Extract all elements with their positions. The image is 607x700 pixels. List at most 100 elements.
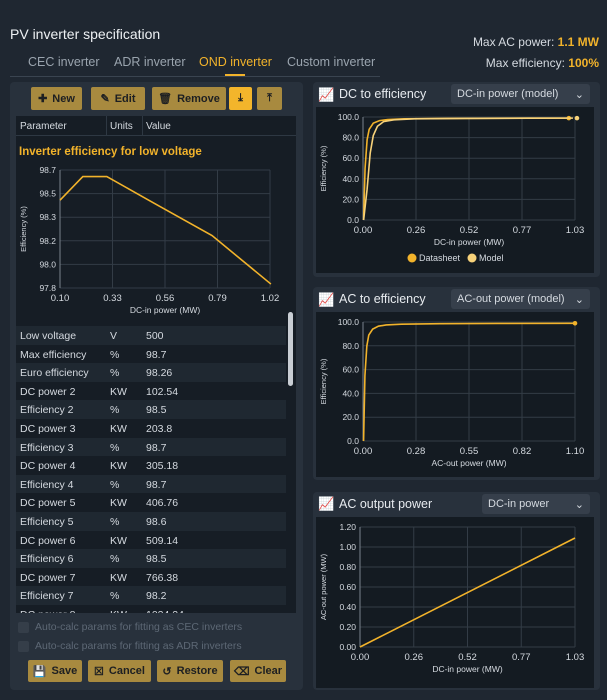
- adr-fit-checkbox[interactable]: [18, 641, 29, 652]
- y-tick-label: 40.0: [342, 388, 359, 398]
- cell-units: %: [110, 478, 120, 491]
- column-header-parameter: Parameter: [20, 121, 67, 132]
- table-row[interactable]: DC power 6 KW 509.14: [16, 530, 286, 550]
- download-button[interactable]: ⤓: [229, 87, 252, 110]
- chart-icon: 📈: [318, 87, 335, 102]
- y-tick-label: 0.00: [339, 642, 356, 652]
- legend-marker: [407, 253, 417, 263]
- y-tick-label: 20.0: [342, 412, 359, 422]
- x-tick-label: 1.02: [261, 293, 280, 304]
- cell-parameter: DC power 3: [20, 423, 76, 435]
- x-tick-label: 0.77: [512, 652, 531, 663]
- cell-parameter: DC power 6: [20, 534, 76, 547]
- dc-efficiency-chart: 0.00 0.26 0.52 0.77 1.03 0.0 20.0 40.0 60.0 80.0 1…: [319, 112, 584, 263]
- table-row[interactable]: Efficiency 6% 98.5: [16, 549, 286, 568]
- cell-value: 766.38: [146, 571, 179, 584]
- table-row[interactable]: Efficiency 2% 98.5: [16, 400, 286, 419]
- plot-background: [316, 107, 594, 273]
- save-icon: 💾: [32, 665, 47, 678]
- y-tick-label: 1.20: [339, 522, 356, 532]
- column-header-value: Value: [146, 121, 171, 132]
- cell-value: 305.18: [146, 460, 179, 473]
- save-button[interactable]: 💾 Save: [28, 660, 82, 682]
- y-tick-label: 80.0: [342, 341, 359, 351]
- table-row[interactable]: Efficiency 3% 98.7: [16, 437, 286, 457]
- new-button[interactable]: ✚ New: [31, 87, 82, 110]
- clear-button[interactable]: ⌫ Clear: [230, 660, 286, 682]
- series-end-marker: [572, 321, 578, 326]
- table-row[interactable]: Euro efficiency% 98.26: [16, 363, 286, 382]
- y-axis-label: Efficiency (%): [19, 206, 28, 252]
- table-row[interactable]: DC power 4 KW 305.18: [16, 456, 286, 475]
- series-line-efficiency: [59, 175, 272, 285]
- table-row[interactable]: Efficiency 4% 98.7: [16, 474, 286, 494]
- restore-button[interactable]: ↺ Restore: [157, 660, 223, 682]
- x-tick-label: 0.00: [354, 225, 373, 236]
- x-tick-label: 0.52: [460, 225, 479, 236]
- download-icon: ⤓: [238, 92, 243, 104]
- edit-label: Edit: [114, 92, 136, 105]
- y-tick-label: 98.7: [39, 165, 56, 175]
- cell-units: KW: [110, 534, 127, 547]
- cell-parameter: Efficiency 7: [20, 590, 74, 603]
- select-value: DC-in power (model): [457, 88, 559, 100]
- cell-units: KW: [110, 460, 127, 473]
- series-line-datasheet: [362, 117, 569, 221]
- plot-background: [316, 312, 594, 477]
- cell-value: 1024.24: [146, 609, 184, 613]
- table-scrollbar[interactable]: [288, 312, 293, 386]
- tab-adr-inverter[interactable]: ADR inverter: [114, 55, 186, 69]
- table-row[interactable]: DC power 5 KW 406.76: [16, 493, 286, 512]
- upload-button[interactable]: ⤒: [257, 87, 282, 110]
- cell-value: 98.7: [146, 441, 167, 454]
- y-tick-label: 60.0: [342, 365, 359, 375]
- cell-value: 98.7: [146, 348, 167, 361]
- tab-cec-inverter[interactable]: CEC inverter: [28, 55, 100, 69]
- column-divider: [142, 116, 143, 136]
- save-label: Save: [51, 665, 78, 677]
- y-tick-label: 80.0: [342, 133, 359, 143]
- x-tick-label: 1.10: [566, 446, 585, 457]
- plot-background: [316, 517, 594, 688]
- column-divider: [106, 116, 107, 136]
- x-tick-label: 0.26: [405, 652, 424, 663]
- x-tick-label: 0.82: [513, 446, 532, 457]
- tab-divider: [10, 76, 380, 77]
- adr-fit-label: Auto-calc params for fitting as ADR inve…: [35, 640, 242, 652]
- cancel-button[interactable]: ☒ Cancel: [88, 660, 151, 682]
- y-tick-label: 0.60: [339, 582, 356, 592]
- series-line-ac-output: [359, 537, 576, 648]
- table-row[interactable]: DC power 2 KW 102.54: [16, 381, 286, 401]
- cell-value: 98.7: [146, 478, 167, 491]
- ac-efficiency-chart: 0.00 0.28 0.55 0.82 1.10 0.0 20.0 40.0 60.0 80.0 1…: [319, 317, 585, 468]
- cell-value: 203.8: [146, 423, 173, 435]
- table-row[interactable]: DC power 3 KW 203.8: [16, 419, 286, 438]
- x-axis-label: DC-in power (MW): [434, 237, 505, 247]
- table-row[interactable]: Max efficiency% 98.7: [16, 344, 286, 364]
- legend-item: Model: [479, 253, 504, 263]
- table-row[interactable]: Efficiency 7% 98.2: [16, 586, 286, 605]
- cell-value: 500: [146, 330, 164, 342]
- table-row[interactable]: Efficiency 5% 98.6: [16, 512, 286, 531]
- dc-efficiency-select[interactable]: DC-in power (model) ⌄: [451, 84, 590, 104]
- x-tick-label: 0.33: [103, 293, 122, 304]
- column-header-units: Units: [110, 121, 133, 132]
- tab-custom-inverter[interactable]: Custom inverter: [287, 55, 376, 69]
- x-axis-label: AC-out power (MW): [431, 458, 506, 468]
- cec-fit-checkbox[interactable]: [18, 622, 29, 633]
- ac-output-select[interactable]: DC-in power ⌄: [482, 494, 590, 514]
- tab-ond-inverter[interactable]: OND inverter: [199, 55, 272, 69]
- table-row[interactable]: Low voltage V 500: [16, 326, 286, 345]
- dc-efficiency-title: DC to efficiency: [339, 87, 427, 101]
- active-tab-indicator: [225, 74, 245, 76]
- table-row[interactable]: DC power 8 KW 1024.24: [16, 605, 286, 613]
- cell-units: %: [110, 516, 120, 528]
- remove-button[interactable]: 🗑 Remove: [152, 87, 226, 110]
- series-line-model: [362, 117, 573, 221]
- x-tick-label: 0.00: [351, 652, 370, 663]
- table-row[interactable]: DC power 7 KW 766.38: [16, 567, 286, 587]
- cell-units: %: [110, 441, 120, 454]
- edit-button[interactable]: ✎ Edit: [91, 87, 145, 110]
- cell-parameter: Efficiency 6: [20, 553, 74, 566]
- ac-efficiency-select[interactable]: AC-out power (model) ⌄: [451, 289, 590, 309]
